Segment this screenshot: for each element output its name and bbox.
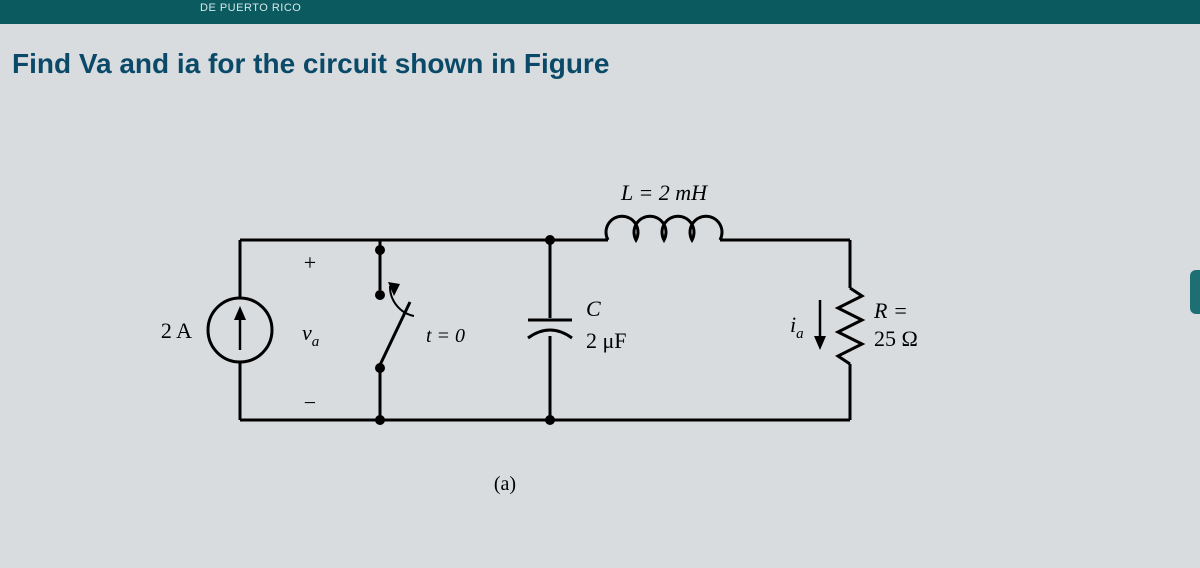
institution-label: DE PUERTO RICO (200, 2, 301, 14)
switch-label: t = 0 (426, 325, 465, 347)
ia-arrow: ia (790, 300, 826, 350)
figure-label: (a) (494, 473, 516, 495)
source-value: 2 A (161, 318, 192, 343)
resistor-value: 25 Ω (874, 326, 918, 351)
question-text: Find Va and ia for the circuit shown in … (12, 48, 609, 80)
minus-sign: − (304, 390, 316, 415)
plus-sign: + (304, 250, 316, 275)
ia-label: ia (790, 312, 804, 342)
top-bar: DE PUERTO RICO (0, 0, 1200, 24)
resistor-branch: R = 25 Ω (838, 240, 918, 420)
page: DE PUERTO RICO Find Va and ia for the ci… (0, 0, 1200, 568)
capacitor-branch: C 2 μF (528, 235, 627, 425)
inductor-label: L = 2 mH (620, 180, 708, 205)
va-label: va (302, 320, 319, 350)
cap-value: 2 μF (586, 328, 627, 353)
circuit-svg: 2 A + − va (150, 170, 910, 510)
inductor: L = 2 mH (550, 180, 850, 240)
current-source: 2 A (161, 240, 272, 420)
cap-symbol: C (586, 296, 601, 321)
resistor-R: R = (873, 298, 908, 323)
circuit-diagram: 2 A + − va (150, 170, 910, 510)
switch-branch: t = 0 (375, 240, 465, 425)
side-tab[interactable] (1190, 270, 1200, 314)
